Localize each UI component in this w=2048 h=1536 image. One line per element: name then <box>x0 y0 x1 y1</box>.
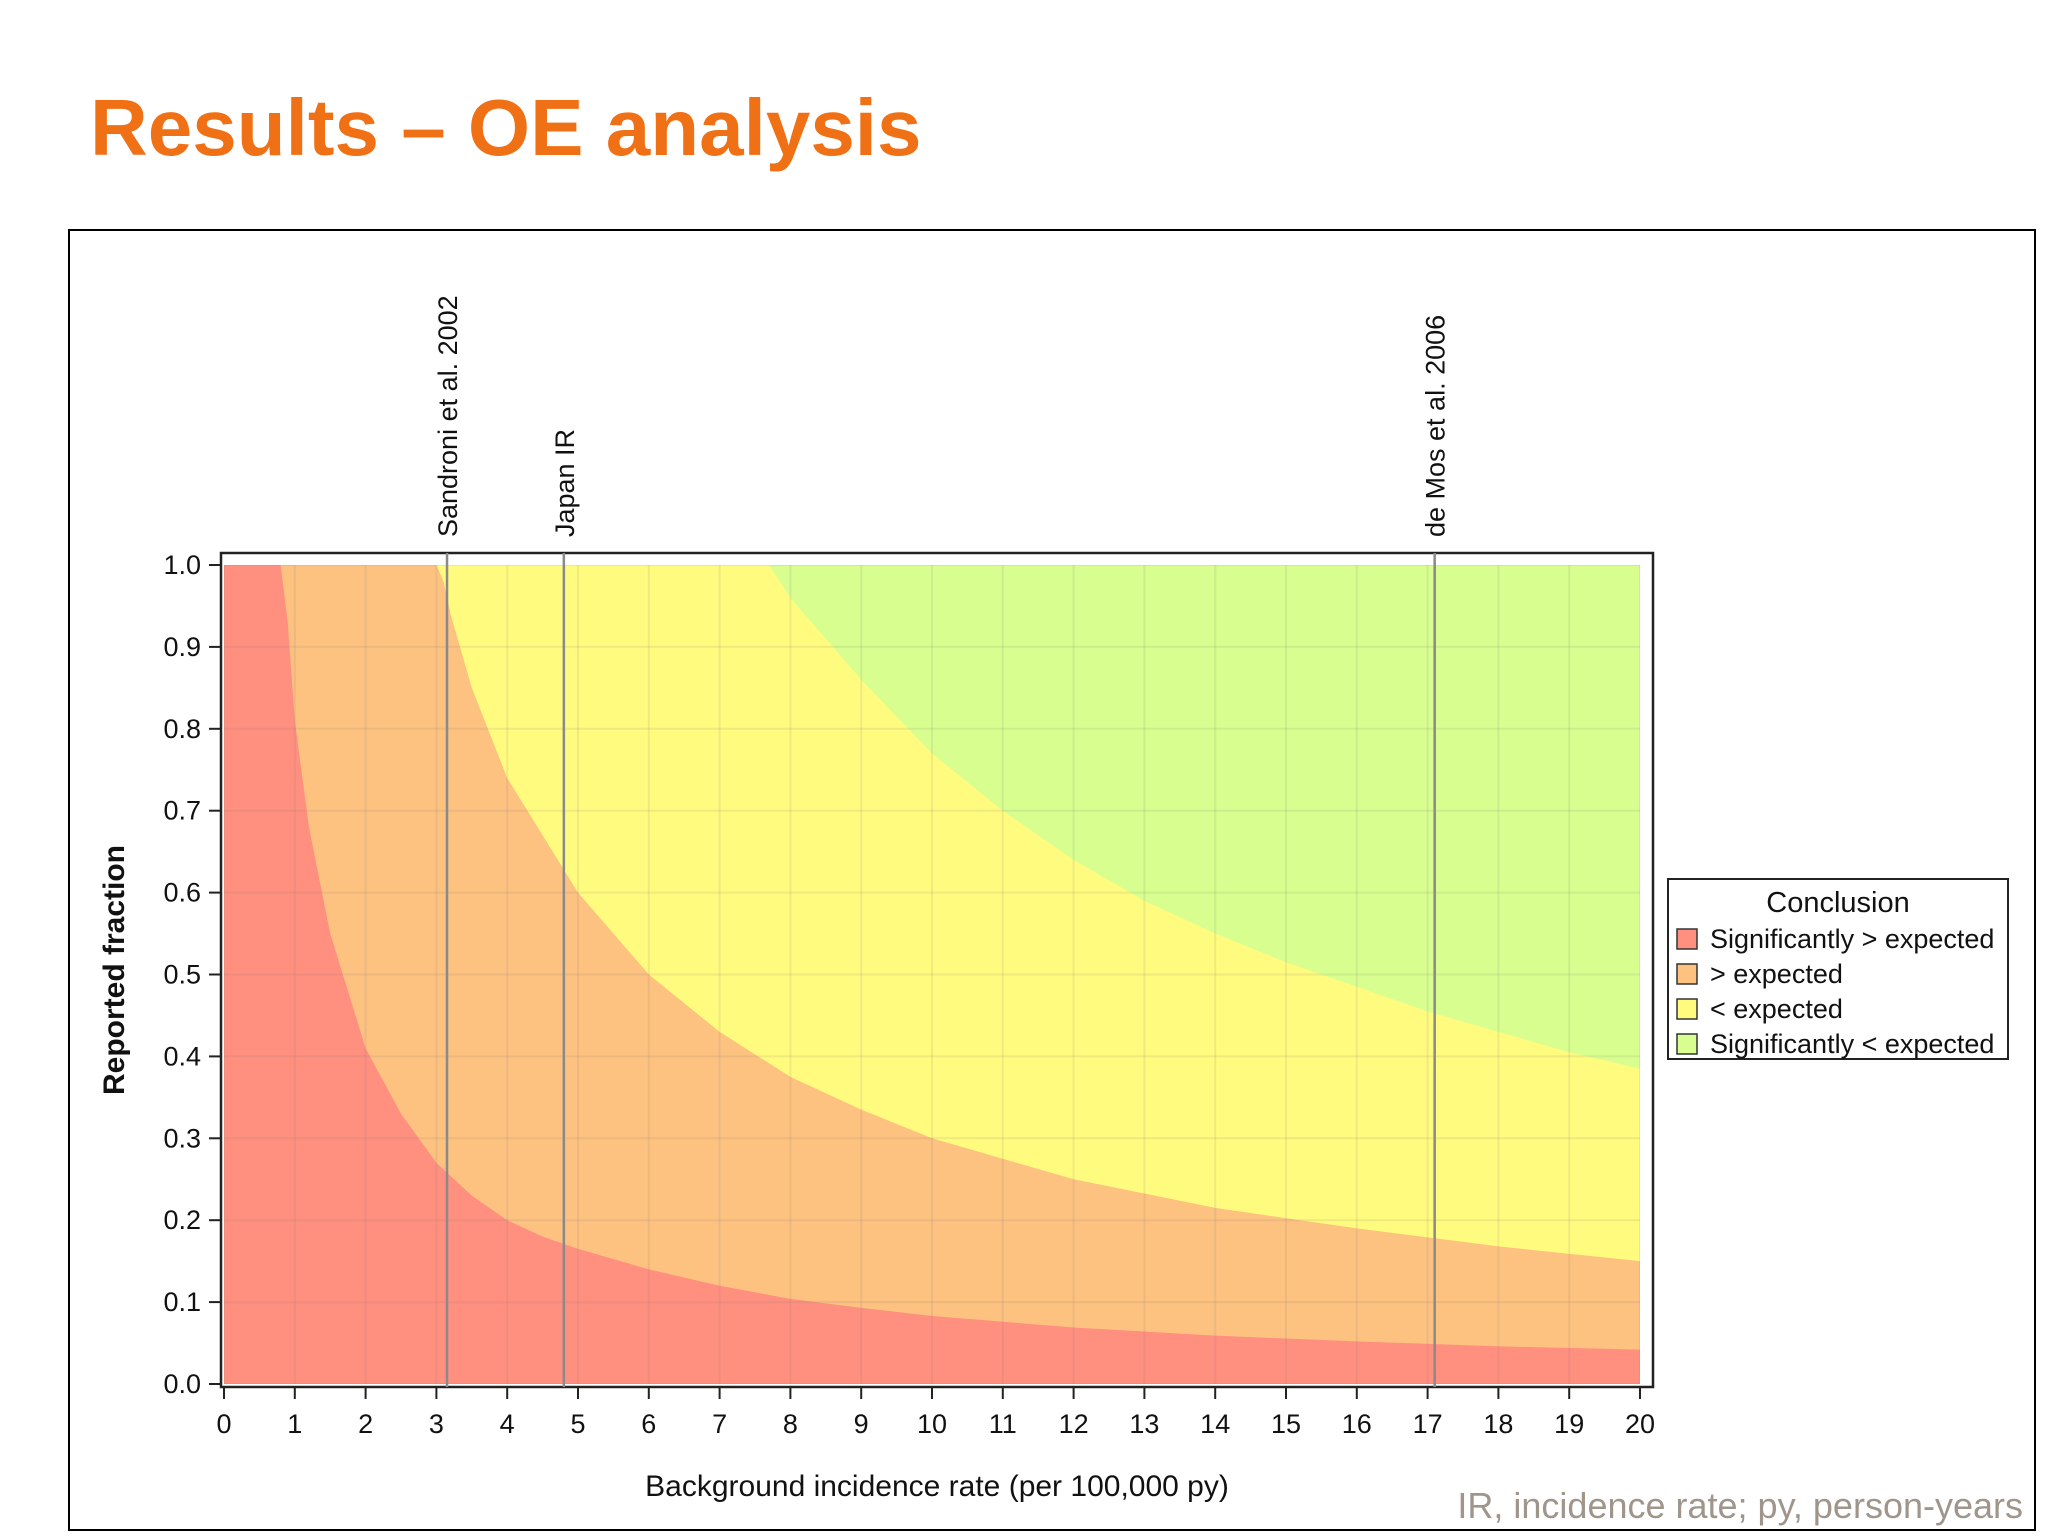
y-tick-label: 0.3 <box>163 1123 201 1153</box>
x-tick-label: 9 <box>854 1409 869 1439</box>
x-tick-label: 3 <box>429 1409 444 1439</box>
x-tick-label: 20 <box>1625 1409 1655 1439</box>
x-tick-label: 17 <box>1413 1409 1443 1439</box>
plot-frame <box>219 551 1655 1389</box>
x-tick-label: 13 <box>1129 1409 1159 1439</box>
legend-swatch <box>1676 998 1698 1020</box>
x-tick-label: 12 <box>1059 1409 1089 1439</box>
region-greater-expected <box>224 565 1640 1384</box>
x-tick-label: 15 <box>1271 1409 1301 1439</box>
x-tick-label: 7 <box>712 1409 727 1439</box>
y-tick-label: 0.9 <box>163 632 201 662</box>
reference-line-label: Sandroni et al. 2002 <box>433 295 463 537</box>
x-tick-label: 10 <box>917 1409 947 1439</box>
y-tick-label: 0.6 <box>163 878 201 908</box>
x-tick-label: 5 <box>570 1409 585 1439</box>
x-tick-label: 1 <box>287 1409 302 1439</box>
x-tick-label: 4 <box>500 1409 515 1439</box>
legend-item-label: Significantly < expected <box>1710 1029 1994 1059</box>
y-tick-label: 0.2 <box>163 1205 201 1235</box>
footnote: IR, incidence rate; py, person-years <box>1457 1485 2023 1526</box>
legend-swatch <box>1676 963 1698 985</box>
reference-line-label: de Mos et al. 2006 <box>1421 315 1451 537</box>
x-tick-label: 18 <box>1483 1409 1513 1439</box>
y-tick-label: 0.5 <box>163 960 201 990</box>
plot-regions <box>224 565 1640 1384</box>
y-tick-label: 0.1 <box>163 1287 201 1317</box>
legend-box <box>1667 878 2009 1060</box>
y-axis-label: Reported fraction <box>98 845 131 1095</box>
slide-title: Results – OE analysis <box>90 83 922 172</box>
y-tick-label: 0.7 <box>163 796 201 826</box>
legend-item-label: Significantly > expected <box>1710 924 1994 954</box>
y-tick-label: 0.0 <box>163 1369 201 1399</box>
x-tick-label: 16 <box>1342 1409 1372 1439</box>
x-tick-label: 2 <box>358 1409 373 1439</box>
legend-item-label: > expected <box>1710 959 1843 989</box>
x-tick-label: 11 <box>989 1409 1017 1439</box>
legend-swatch <box>1676 928 1698 950</box>
x-tick-label: 8 <box>783 1409 798 1439</box>
reference-line-label: Japan IR <box>550 429 580 537</box>
y-tick-label: 1.0 <box>163 550 201 580</box>
x-axis-label: Background incidence rate (per 100,000 p… <box>645 1470 1229 1503</box>
region-significantly-greater-expected <box>224 565 1640 1384</box>
x-tick-label: 0 <box>216 1409 231 1439</box>
legend-swatch <box>1676 1033 1698 1055</box>
y-tick-label: 0.8 <box>163 714 201 744</box>
legend-item-label: < expected <box>1710 994 1843 1024</box>
x-tick-label: 19 <box>1554 1409 1584 1439</box>
legend-title: Conclusion <box>1766 887 1909 919</box>
x-tick-label: 6 <box>641 1409 656 1439</box>
y-tick-label: 0.4 <box>163 1041 201 1071</box>
x-tick-label: 14 <box>1200 1409 1230 1439</box>
